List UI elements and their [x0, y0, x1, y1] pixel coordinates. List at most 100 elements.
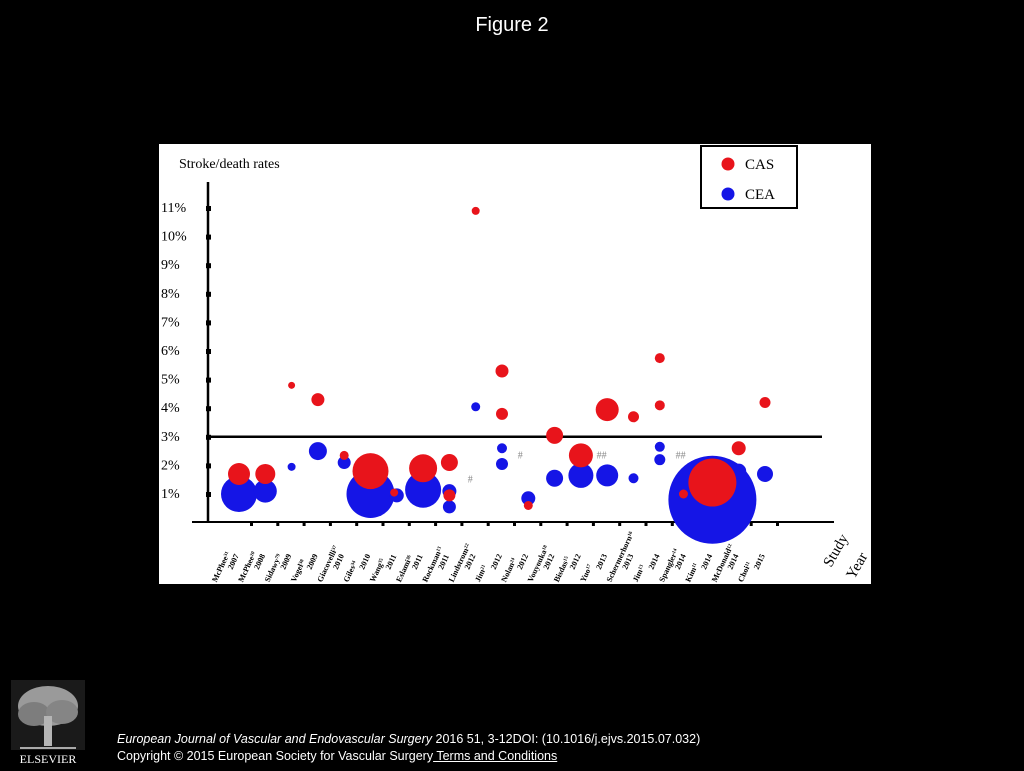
y-tick-mark — [206, 463, 211, 469]
x-tick-mark — [749, 521, 753, 526]
legend-label-cea: CEA — [745, 187, 775, 203]
cas-bubble — [443, 489, 456, 502]
cea-bubble — [221, 476, 257, 512]
legend-box — [700, 145, 798, 209]
journal-name: European Journal of Vascular and Endovas… — [117, 732, 433, 746]
elsevier-logo: ELSEVIER — [10, 680, 86, 766]
study-name: Yuo17 — [578, 562, 594, 583]
y-tick-label: 2% — [161, 458, 180, 473]
significance-marker: # — [518, 450, 523, 461]
cea-bubble — [628, 473, 639, 484]
significance-marker: # — [468, 475, 473, 486]
publisher-wordmark: ELSEVIER — [20, 752, 77, 766]
y-tick-mark — [206, 406, 211, 412]
y-tick-mark — [206, 320, 211, 326]
citation-line-1: European Journal of Vascular and Endovas… — [117, 731, 700, 748]
y-tick-label: 5% — [161, 373, 180, 388]
cea-bubble — [253, 479, 277, 503]
x-tick-mark — [513, 521, 516, 526]
y-axis-title: Stroke/death rates — [179, 157, 280, 172]
x-tick-mark — [302, 521, 306, 526]
cas-bubble — [628, 411, 639, 423]
cas-bubble — [523, 500, 533, 510]
cas-bubble — [255, 463, 276, 484]
x-tick-mark — [618, 521, 622, 526]
x-tick-mark — [460, 521, 464, 526]
study-name: Choi11 — [736, 560, 753, 583]
study-year: 2011 — [410, 553, 425, 571]
cas-bubble — [390, 488, 399, 497]
legend-swatch-cas — [721, 157, 735, 171]
chart-panel: Stroke/death rates 1% 2% 3% 4% 5% 6% 7% 8% 9% 10% 1… — [159, 144, 871, 584]
legend-label-cas: CAS — [745, 157, 774, 173]
cas-bubble — [228, 462, 250, 485]
chart-annotations: ## ## ## — [468, 450, 686, 485]
cas-bubble — [678, 489, 688, 499]
legend-swatch-cea — [721, 187, 735, 201]
cas-bubble — [409, 454, 438, 483]
study-year: 2013 — [594, 553, 609, 571]
y-tick-label: 11% — [161, 201, 186, 216]
study-year: 2014 — [647, 553, 662, 571]
citation: European Journal of Vascular and Endovas… — [117, 731, 700, 765]
study-label: Choi11 2015 — [736, 553, 767, 584]
study-name: Nolan24 — [499, 556, 518, 583]
study-year: 2012 — [489, 553, 504, 571]
study-year: 2011 — [384, 553, 399, 571]
bubble-chart: Stroke/death rates 1% 2% 3% 4% 5% 6% 7% 8% 9% 10% 1… — [161, 145, 871, 584]
cas-bubble — [471, 206, 480, 215]
x-tick-mark — [565, 521, 569, 526]
significance-marker: ## — [597, 450, 607, 461]
cea-bubble — [405, 471, 442, 508]
y-tick-mark — [206, 492, 211, 497]
citation-line-2: Copyright © 2015 European Society for Va… — [117, 748, 700, 765]
cas-bubble — [288, 381, 296, 389]
study-year: 2012 — [515, 553, 530, 571]
copyright-text: Copyright © 2015 European Society for Va… — [117, 749, 434, 763]
cas-bubble — [496, 407, 508, 420]
study-year: 2014 — [699, 553, 714, 571]
terms-link[interactable]: Terms and Conditions — [433, 749, 558, 763]
x-tick-mark — [486, 521, 490, 526]
study-year: 2010 — [357, 553, 372, 571]
x-tick-mark — [276, 521, 280, 526]
elsevier-tree-icon: ELSEVIER — [11, 680, 85, 766]
cea-bubble — [568, 462, 594, 488]
x-tick-mark — [776, 521, 779, 526]
y-tick-mark — [206, 377, 211, 383]
y-tick-label: 6% — [161, 344, 180, 359]
x-tick-mark — [381, 521, 385, 526]
cas-bubble — [731, 441, 746, 456]
cea-bubble — [308, 442, 327, 461]
chart-legend: CAS CEA — [700, 145, 798, 209]
cas-bubble — [568, 443, 593, 468]
y-tick-label: 4% — [161, 401, 180, 416]
x-tick-mark — [407, 521, 411, 526]
cas-bubble — [546, 426, 564, 444]
cas-bubbles — [228, 206, 771, 510]
x-tick-mark — [434, 521, 438, 526]
cas-bubble — [688, 458, 737, 507]
study-name: Jim13 — [631, 563, 647, 583]
study-year: 2015 — [752, 553, 767, 571]
cas-bubble — [759, 396, 771, 408]
cea-bubble — [287, 462, 296, 471]
y-tick-mark — [206, 349, 211, 354]
x-tick-mark — [644, 521, 648, 526]
study-year: 2009 — [305, 553, 320, 571]
cea-bubble — [521, 491, 536, 506]
x-axis-title-year: Year — [844, 550, 871, 582]
x-tick-mark — [250, 521, 253, 526]
x-axis-title-study: Study — [821, 531, 853, 570]
cas-bubble — [495, 364, 509, 378]
y-tick-mark — [206, 291, 211, 297]
cea-bubble — [471, 402, 481, 412]
cas-bubble — [654, 400, 665, 411]
cea-bubble — [654, 454, 666, 466]
cas-bubble — [339, 450, 349, 460]
cea-bubble — [496, 457, 508, 470]
study-name: Jim21 — [473, 563, 489, 583]
x-tick-mark — [328, 521, 332, 526]
citation-details: 2016 51, 3-12DOI: (10.1016/j.ejvs.2015.0… — [432, 732, 701, 746]
y-tick-mark — [206, 263, 211, 269]
